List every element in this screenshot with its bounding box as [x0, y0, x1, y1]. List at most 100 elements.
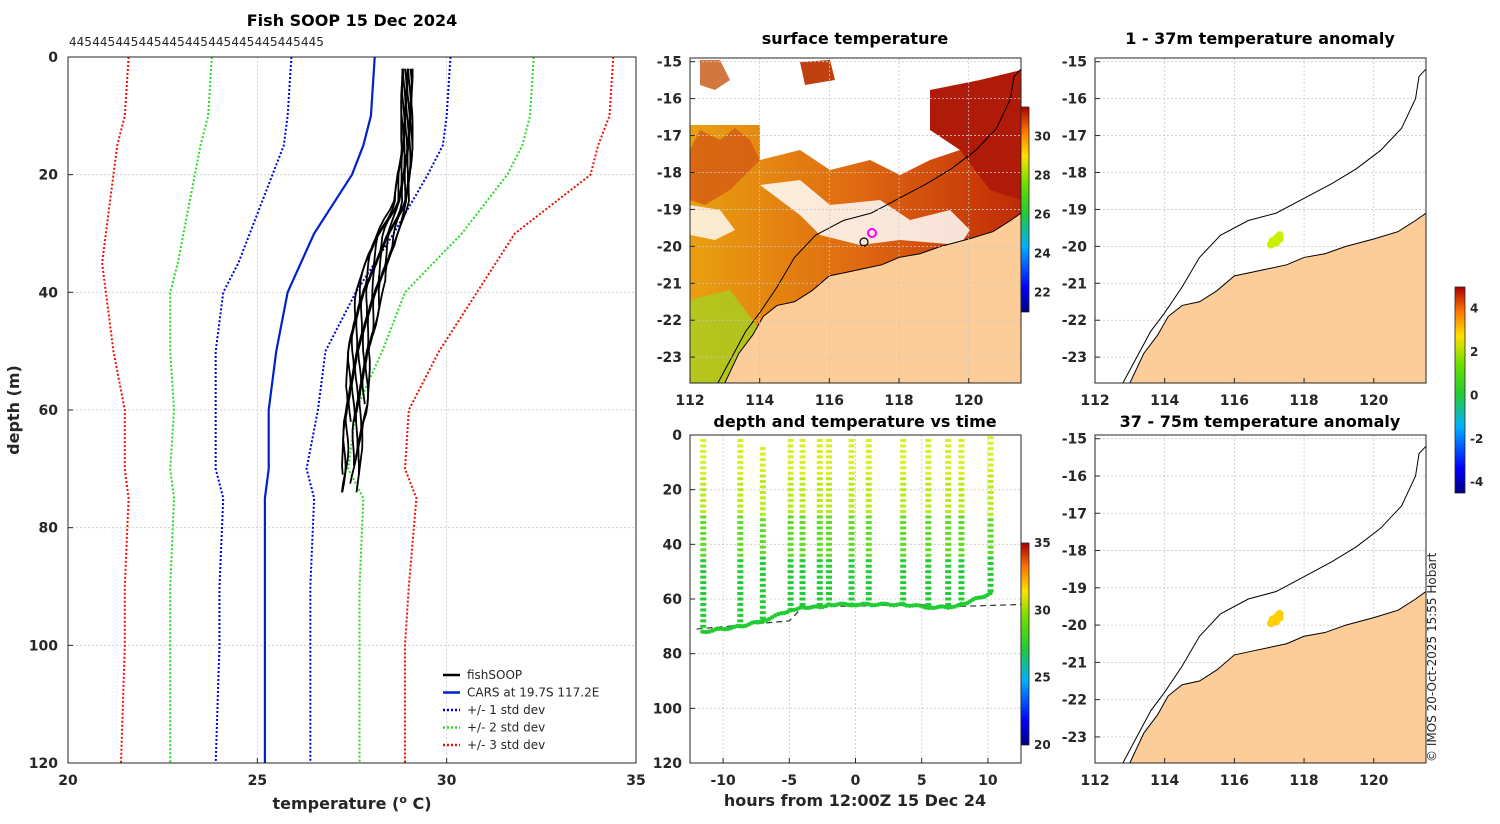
- std3-low-line: [101, 56, 130, 764]
- cast-segment: [945, 449, 952, 453]
- cast-segment: [759, 561, 766, 565]
- cast-segment: [759, 501, 766, 505]
- cast-segment: [925, 477, 932, 481]
- cast-segment: [987, 501, 994, 505]
- cast-segment: [945, 499, 952, 503]
- std3-high-line: [404, 56, 615, 763]
- cast-segment: [900, 581, 907, 585]
- cast-segment: [737, 515, 744, 519]
- cast-segment: [958, 455, 965, 459]
- top-count-label: 445: [115, 35, 138, 49]
- cast-segment: [958, 510, 965, 514]
- cast-segment: [737, 520, 744, 524]
- cast-segment: [799, 575, 806, 579]
- cast-segment: [958, 570, 965, 574]
- cast-segment: [848, 570, 855, 574]
- cast-segment: [865, 499, 872, 503]
- cast-segment: [759, 512, 766, 516]
- cast-segment: [987, 578, 994, 582]
- cast-segment: [759, 594, 766, 598]
- colorbar-tick-label: 20: [1034, 738, 1051, 752]
- cast-segment: [816, 477, 823, 481]
- cast-segment: [799, 586, 806, 590]
- cast-segment: [865, 504, 872, 508]
- cast-segment: [787, 559, 794, 563]
- cast-segment: [925, 592, 932, 596]
- cast-segment: [945, 531, 952, 535]
- cast-segment: [787, 575, 794, 579]
- map-ytick-label: -18: [1062, 165, 1087, 181]
- cast-segment: [799, 482, 806, 486]
- map-ytick-label: -15: [657, 55, 682, 71]
- cast-segment: [865, 493, 872, 497]
- sst-cloud-mask: [760, 180, 970, 245]
- cast-segment: [787, 537, 794, 541]
- cast-segment: [826, 438, 833, 442]
- cast-segment: [787, 586, 794, 590]
- cast-segment: [826, 548, 833, 552]
- cast-segment: [945, 581, 952, 585]
- cast-segment: [787, 597, 794, 601]
- cast-segment: [925, 510, 932, 514]
- profile-legend: fishSOOP CARS at 19.7S 117.2E +/- 1 std de…: [443, 668, 599, 752]
- cast-segment: [826, 488, 833, 492]
- cast-segment: [848, 537, 855, 541]
- cast-segment: [865, 460, 872, 464]
- colorbar-tick-label: 22: [1034, 285, 1051, 299]
- map-ytick-label: -23: [1062, 730, 1087, 746]
- colorbar-tick-label: 35: [1034, 536, 1051, 550]
- cast-segment: [865, 520, 872, 524]
- timeseries-title: depth and temperature vs time: [713, 412, 996, 431]
- colorbar-tick-label: 30: [1034, 129, 1051, 143]
- cast-segment: [925, 531, 932, 535]
- cast-segment: [958, 537, 965, 541]
- cast-segment: [799, 515, 806, 519]
- cast-segment: [945, 444, 952, 448]
- map-ytick-label: -22: [1062, 693, 1087, 709]
- cast-segment: [848, 548, 855, 552]
- cast-segment: [865, 559, 872, 563]
- cast-segment: [987, 507, 994, 511]
- cast-segment: [700, 455, 707, 459]
- cast-segment: [945, 575, 952, 579]
- anomaly1-points: [1266, 231, 1284, 249]
- cast-segment: [925, 455, 932, 459]
- map-xtick-label: 112: [675, 393, 704, 409]
- sst-map-content: [690, 58, 1021, 383]
- cast-segment: [759, 447, 766, 451]
- cast-segment: [700, 515, 707, 519]
- cast-segment: [816, 460, 823, 464]
- cast-segment: [799, 570, 806, 574]
- cast-segment: [987, 556, 994, 560]
- cast-segment: [925, 504, 932, 508]
- cast-segment: [958, 531, 965, 535]
- cast-segment: [799, 581, 806, 585]
- cast-segment: [958, 471, 965, 475]
- cast-segment: [826, 460, 833, 464]
- cast-segment: [925, 564, 932, 568]
- cast-segment: [987, 567, 994, 571]
- cast-segment: [945, 455, 952, 459]
- cast-segment: [737, 460, 744, 464]
- cast-segment: [799, 526, 806, 530]
- cast-segment: [759, 463, 766, 467]
- map-xtick-label: 120: [1359, 393, 1388, 409]
- cast-segment: [987, 463, 994, 467]
- cast-segment: [737, 455, 744, 459]
- cast-segment: [900, 471, 907, 475]
- map-ytick-label: -23: [1062, 350, 1087, 366]
- cast-segment: [900, 575, 907, 579]
- cast-segment: [816, 444, 823, 448]
- cast-segment: [759, 490, 766, 494]
- cast-segment: [848, 597, 855, 601]
- top-count-label: 445: [255, 35, 278, 49]
- cast-segment: [848, 488, 855, 492]
- top-count-label: 445: [185, 35, 208, 49]
- cast-segment: [737, 553, 744, 557]
- cast-segment: [787, 493, 794, 497]
- map-xtick-label: 118: [1289, 393, 1318, 409]
- cast-segment: [787, 466, 794, 470]
- map-ytick-label: -20: [1062, 239, 1088, 255]
- cast-segment: [925, 553, 932, 557]
- cast-segment: [958, 526, 965, 530]
